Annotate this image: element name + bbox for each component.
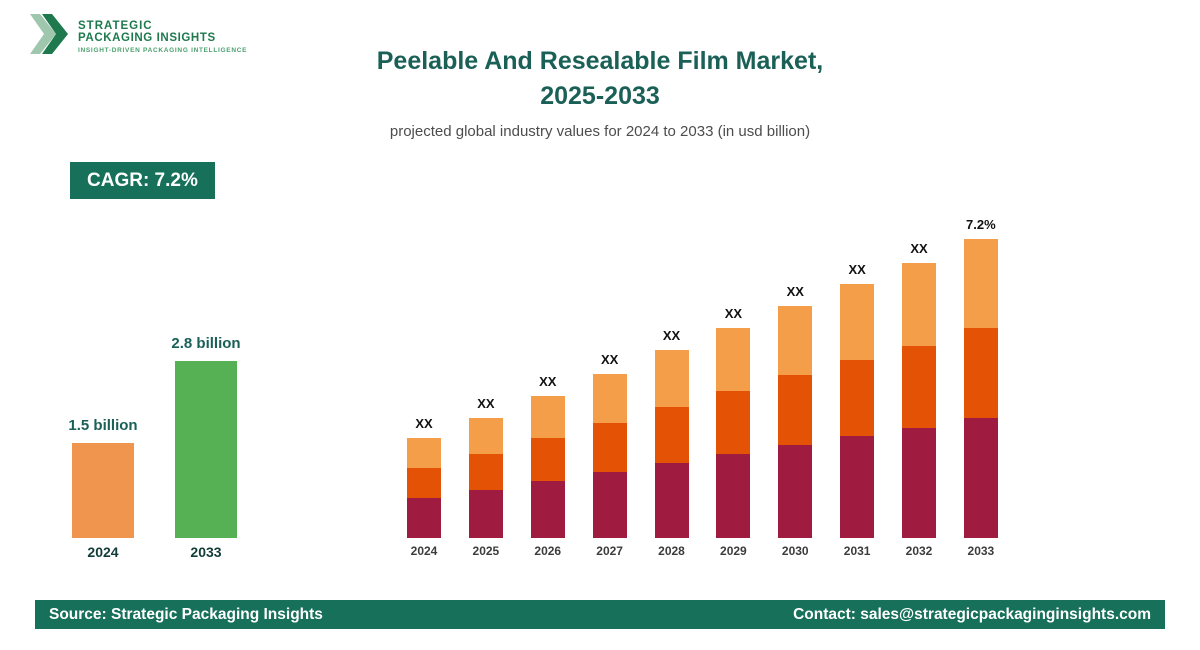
title-line1: Peelable And Resealable Film Market, bbox=[376, 47, 824, 75]
bar-segment-segment-2 bbox=[716, 391, 751, 454]
stacked-bar bbox=[902, 263, 936, 538]
logo-tagline: INSIGHT-DRIVEN PACKAGING INTELLIGENCE bbox=[78, 46, 248, 54]
bar-year-label: 2031 bbox=[843, 544, 871, 558]
stacked-bar bbox=[840, 284, 875, 538]
bar-segment-segment-1 bbox=[840, 436, 875, 538]
mini-bar-year-label: 2033 bbox=[190, 544, 222, 560]
chevron-logo-icon bbox=[30, 12, 70, 61]
stacked-bar bbox=[778, 306, 813, 538]
bar-value-label: XX bbox=[848, 262, 866, 277]
logo: STRATEGIC PACKAGING INSIGHTS INSIGHT-DRI… bbox=[30, 12, 247, 61]
bar-value-label: XX bbox=[415, 416, 433, 431]
bar-segment-segment-1 bbox=[654, 463, 689, 538]
bar-segment-segment-3 bbox=[407, 438, 441, 468]
bar-segment-segment-3 bbox=[778, 306, 813, 375]
stacked-bar bbox=[530, 396, 565, 538]
bar-segment-segment-1 bbox=[963, 418, 998, 538]
bar-segment-segment-3 bbox=[530, 396, 565, 438]
stacked-bar-group: XX 2026 bbox=[529, 374, 567, 558]
stacked-bar-group: XX 2032 bbox=[900, 241, 938, 558]
bar-segment-segment-2 bbox=[468, 454, 503, 490]
bar-segment-segment-1 bbox=[407, 498, 441, 538]
stacked-bar-group: XX 2028 bbox=[653, 328, 691, 558]
stacked-bar bbox=[468, 418, 503, 538]
bar-segment-segment-2 bbox=[654, 407, 689, 463]
mini-bar-group: 2.8 billion 2033 bbox=[171, 335, 240, 560]
mini-bar-value-label: 2.8 billion bbox=[171, 335, 241, 352]
stacked-bar-group: XX 2025 bbox=[467, 396, 505, 558]
logo-line1: STRATEGIC bbox=[78, 19, 153, 32]
bar-segment-segment-1 bbox=[468, 490, 503, 538]
bar-year-label: 2025 bbox=[472, 544, 500, 558]
stacked-bar bbox=[716, 328, 751, 538]
stacked-bar bbox=[592, 374, 627, 538]
bar-segment-segment-3 bbox=[902, 263, 936, 346]
page-subtitle: projected global industry values for 202… bbox=[389, 123, 811, 140]
bar-segment-segment-1 bbox=[778, 445, 813, 538]
bar-segment-segment-1 bbox=[716, 454, 751, 538]
stacked-bar-group: XX 2030 bbox=[776, 284, 814, 558]
mini-chart-bars: 1.5 billion 2024 2.8 billion 2033 bbox=[68, 320, 240, 560]
mini-bar-value-label: 1.5 billion bbox=[68, 417, 138, 434]
stacked-bar-group: 7.2% 2033 bbox=[962, 217, 1000, 558]
bar-segment-segment-2 bbox=[407, 468, 441, 498]
footer-contact: Contact: sales@strategicpackaginginsight… bbox=[793, 605, 1151, 623]
bar-year-label: 2027 bbox=[596, 544, 623, 558]
header: Peelable And Resealable Film Market, 202… bbox=[0, 44, 1200, 140]
page-title: Peelable And Resealable Film Market, 202… bbox=[0, 44, 1200, 114]
mini-bar bbox=[72, 443, 134, 538]
stacked-bar bbox=[654, 350, 689, 538]
stacked-bar bbox=[963, 239, 998, 538]
bar-value-label: XX bbox=[662, 328, 681, 343]
bar-value-label: XX bbox=[539, 374, 557, 389]
bar-value-label: XX bbox=[600, 352, 619, 367]
mini-bar-group: 1.5 billion 2024 bbox=[68, 417, 137, 560]
bar-segment-segment-1 bbox=[530, 481, 565, 538]
bar-segment-segment-2 bbox=[530, 438, 565, 481]
bar-segment-segment-2 bbox=[963, 328, 998, 418]
stacked-bar-group: XX 2024 bbox=[405, 416, 443, 558]
bar-year-label: 2032 bbox=[905, 544, 933, 558]
bar-segment-segment-2 bbox=[778, 375, 813, 445]
mini-bar-year-label: 2024 bbox=[87, 544, 119, 560]
bar-segment-segment-3 bbox=[716, 328, 751, 391]
footer-bar: Source: Strategic Packaging Insights Con… bbox=[35, 600, 1165, 629]
bar-year-label: 2030 bbox=[781, 544, 809, 558]
title-line2: 2025-2033 bbox=[540, 82, 660, 110]
bar-year-label: 2028 bbox=[658, 544, 685, 558]
bar-segment-segment-3 bbox=[468, 418, 503, 454]
bar-segment-segment-1 bbox=[902, 428, 936, 538]
bar-value-label: XX bbox=[786, 284, 804, 299]
logo-text: STRATEGIC PACKAGING INSIGHTS INSIGHT-DRI… bbox=[78, 20, 247, 54]
stacked-bar-group: XX 2027 bbox=[591, 352, 629, 558]
bar-value-label: XX bbox=[910, 241, 928, 256]
bar-segment-segment-3 bbox=[592, 374, 627, 423]
bar-segment-segment-3 bbox=[654, 350, 689, 407]
mini-bar bbox=[175, 361, 237, 538]
bar-year-label: 2029 bbox=[720, 544, 747, 558]
bar-segment-segment-1 bbox=[592, 472, 627, 538]
bar-year-label: 2026 bbox=[534, 544, 562, 558]
bar-year-label: 2033 bbox=[967, 544, 995, 558]
bar-segment-segment-2 bbox=[902, 346, 936, 428]
cagr-badge: CAGR: 7.2% bbox=[70, 162, 215, 199]
bar-segment-segment-2 bbox=[840, 360, 875, 436]
bar-value-label: XX bbox=[724, 306, 743, 321]
logo-line2: PACKAGING INSIGHTS bbox=[78, 31, 216, 44]
footer-source: Source: Strategic Packaging Insights bbox=[49, 605, 323, 623]
bar-segment-segment-3 bbox=[840, 284, 875, 360]
bar-value-label: 7.2% bbox=[966, 217, 996, 232]
bar-value-label: XX bbox=[477, 396, 495, 411]
bar-segment-segment-2 bbox=[592, 423, 627, 472]
stacked-bar-group: XX 2029 bbox=[714, 306, 752, 558]
stacked-bar bbox=[407, 438, 441, 538]
stacked-bar-group: XX 2031 bbox=[838, 262, 876, 558]
bar-year-label: 2024 bbox=[410, 544, 438, 558]
bar-segment-segment-3 bbox=[963, 239, 998, 328]
main-chart-bars: XX 2024 XX 2025 XX 2026 XX 2027 XX 2028 XX 2029 XX 20… bbox=[405, 198, 1000, 558]
